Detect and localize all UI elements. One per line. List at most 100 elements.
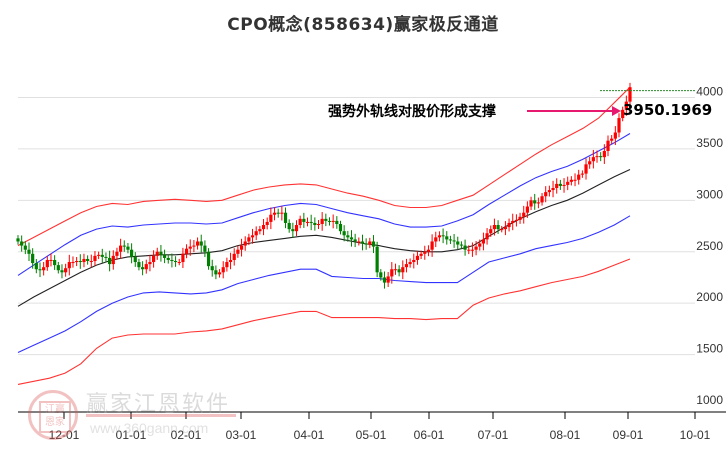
candle-body [184, 248, 189, 254]
candle-body [573, 179, 577, 181]
candle-body [206, 251, 211, 267]
candle-body [437, 235, 442, 238]
candle-body [195, 241, 200, 246]
candle-body [42, 267, 46, 271]
y-tick-label: 1500 [696, 342, 723, 356]
candle-body [151, 255, 156, 263]
candle-body [64, 268, 68, 273]
candle-body [412, 259, 416, 263]
candle-body [404, 264, 409, 268]
candle-body [610, 138, 614, 141]
candle-body [540, 196, 544, 203]
candle-body [254, 231, 258, 236]
candle-body [401, 267, 405, 273]
annotation-text: 强势外轨线对股价形成支撑 [328, 104, 496, 120]
candle-body [71, 262, 75, 264]
candle-body [331, 220, 335, 222]
candle-body [390, 269, 394, 277]
candle-body [544, 192, 548, 197]
candle-body [203, 245, 207, 252]
candle-body [130, 249, 134, 257]
x-tick-label: 07-01 [478, 428, 509, 442]
candle-body [470, 249, 475, 251]
candle-body [269, 214, 273, 222]
x-tick-label: 12-01 [49, 428, 80, 442]
candle-body [283, 212, 288, 223]
candle-body [500, 229, 504, 231]
y-tick-label: 4000 [696, 85, 723, 99]
candle-body [569, 179, 573, 182]
candle-body [423, 251, 427, 254]
candle-body [38, 269, 42, 271]
x-axis: 12-01 01-01 02-01 03-01 04-01 05-01 06-01 07-01… [18, 411, 726, 442]
candle-body [606, 140, 610, 151]
candle-body [199, 241, 203, 246]
candle-body [119, 245, 123, 252]
candle-body [181, 253, 185, 263]
channel-lines [17, 86, 631, 385]
candle-body [49, 259, 53, 261]
candle-body [82, 258, 86, 263]
candle-body [518, 216, 522, 220]
candle-body [346, 235, 350, 238]
candle-body [97, 254, 101, 256]
candle-body [525, 206, 529, 213]
candle-body [140, 267, 145, 270]
candle-body [302, 218, 306, 222]
candle-body [555, 183, 559, 189]
x-tick-label: 02-01 [171, 428, 202, 442]
candle-body [261, 225, 266, 230]
candle-body [228, 259, 233, 263]
candle-body [23, 245, 27, 250]
candle-body [511, 220, 515, 223]
x-tick-label: 05-01 [356, 428, 387, 442]
candle-body [159, 251, 163, 255]
candle-body [53, 259, 57, 266]
candle-body [221, 267, 225, 273]
x-tick-label: 10-01 [680, 428, 711, 442]
candle-body [481, 239, 486, 244]
candle-body [617, 118, 621, 133]
candle-body [580, 173, 584, 175]
candle-body [89, 261, 93, 263]
candle-body [474, 246, 478, 250]
candle-body [126, 246, 130, 250]
candle-body [478, 243, 482, 247]
x-tick-label: 06-01 [414, 428, 445, 442]
candle-body [562, 184, 566, 186]
x-tick-label: 08-01 [550, 428, 581, 442]
annotation-arrow [527, 106, 621, 116]
candle-body [287, 222, 291, 230]
candle-body [56, 265, 60, 271]
chart-title: CPO概念(858634)赢家极反通道 [227, 15, 499, 35]
candle-body [217, 272, 222, 275]
candle-body [386, 276, 390, 283]
candle-body [239, 245, 244, 250]
candle-body [584, 164, 588, 174]
line-upper_outer [17, 86, 631, 247]
candle-body [536, 202, 540, 204]
candle-body [415, 255, 420, 260]
candle-body [247, 237, 251, 242]
line-lower_outer [17, 258, 631, 385]
candle-body [192, 245, 196, 247]
candle-body [558, 183, 562, 186]
candle-body [357, 241, 361, 243]
candle-body [100, 254, 104, 257]
candle-body [342, 231, 346, 236]
x-tick-label: 04-01 [294, 428, 325, 442]
y-tick-label: 3500 [696, 136, 723, 150]
candle-body [577, 174, 581, 180]
candle-body [173, 261, 178, 263]
candle-body [60, 270, 64, 273]
arrow-head-icon [612, 106, 621, 116]
candle-body [291, 229, 295, 232]
candle-body [485, 233, 489, 240]
candle-body [232, 253, 236, 260]
candle-body [133, 256, 137, 263]
candle-body [434, 237, 438, 242]
candle-body [108, 257, 112, 265]
candle-body [621, 109, 625, 119]
candle-body [599, 156, 603, 158]
